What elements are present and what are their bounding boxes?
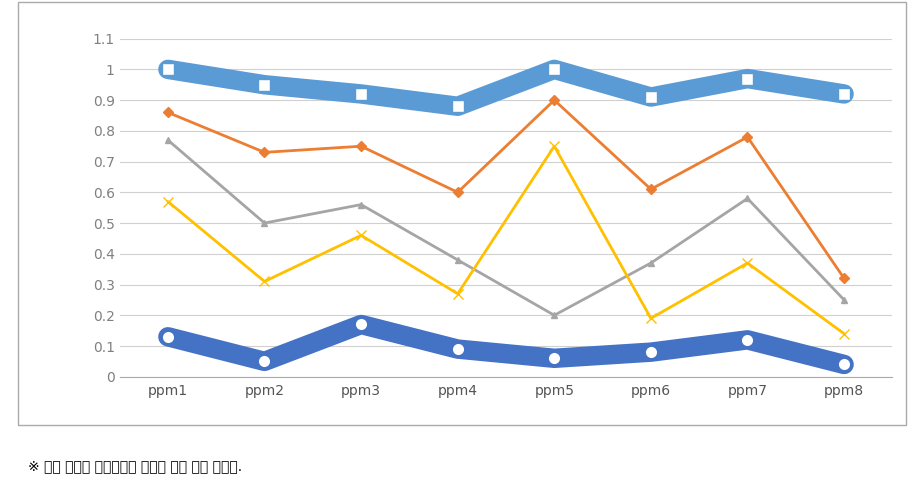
Line: class2: class2 xyxy=(165,97,846,282)
Text: ※ 선의 굵기는 잠재집단에 포함된 사레 수에 비례함.: ※ 선의 굵기는 잠재집단에 포함된 사레 수에 비례함. xyxy=(28,459,242,473)
class4 xyxy=(548,143,559,149)
class1 xyxy=(355,91,366,97)
class2 xyxy=(741,134,752,140)
class2 xyxy=(259,149,270,155)
class5 xyxy=(645,349,656,355)
class3 xyxy=(163,137,174,143)
class4 xyxy=(259,279,270,284)
class5 xyxy=(452,346,463,352)
class5 xyxy=(355,322,366,327)
Line: class5: class5 xyxy=(162,318,849,370)
class5 xyxy=(741,337,752,343)
class4 xyxy=(645,315,656,321)
class3 xyxy=(741,196,752,201)
class2 xyxy=(645,186,656,192)
class5 xyxy=(548,355,559,361)
class2 xyxy=(548,97,559,103)
class4 xyxy=(355,232,366,238)
class3 xyxy=(548,313,559,318)
Line: class4: class4 xyxy=(163,142,848,339)
class1 xyxy=(163,67,174,72)
Line: class1: class1 xyxy=(162,63,849,113)
class3 xyxy=(259,220,270,226)
Line: class3: class3 xyxy=(165,137,846,319)
class5 xyxy=(838,362,849,368)
class3 xyxy=(645,260,656,266)
class1 xyxy=(838,91,849,97)
class5 xyxy=(163,334,174,340)
class3 xyxy=(355,202,366,208)
class2 xyxy=(355,143,366,149)
class2 xyxy=(838,275,849,281)
class1 xyxy=(259,82,270,87)
class1 xyxy=(741,76,752,82)
class3 xyxy=(452,257,463,263)
class1 xyxy=(645,94,656,100)
class4 xyxy=(838,331,849,337)
class1 xyxy=(452,103,463,109)
class3 xyxy=(838,297,849,303)
class4 xyxy=(741,260,752,266)
class1 xyxy=(548,67,559,72)
class4 xyxy=(452,291,463,297)
class4 xyxy=(163,199,174,204)
Legend: class1, class2, class3, class4, class5: class1, class2, class3, class4, class5 xyxy=(266,478,745,483)
class2 xyxy=(452,189,463,195)
class2 xyxy=(163,110,174,115)
class5 xyxy=(259,358,270,364)
